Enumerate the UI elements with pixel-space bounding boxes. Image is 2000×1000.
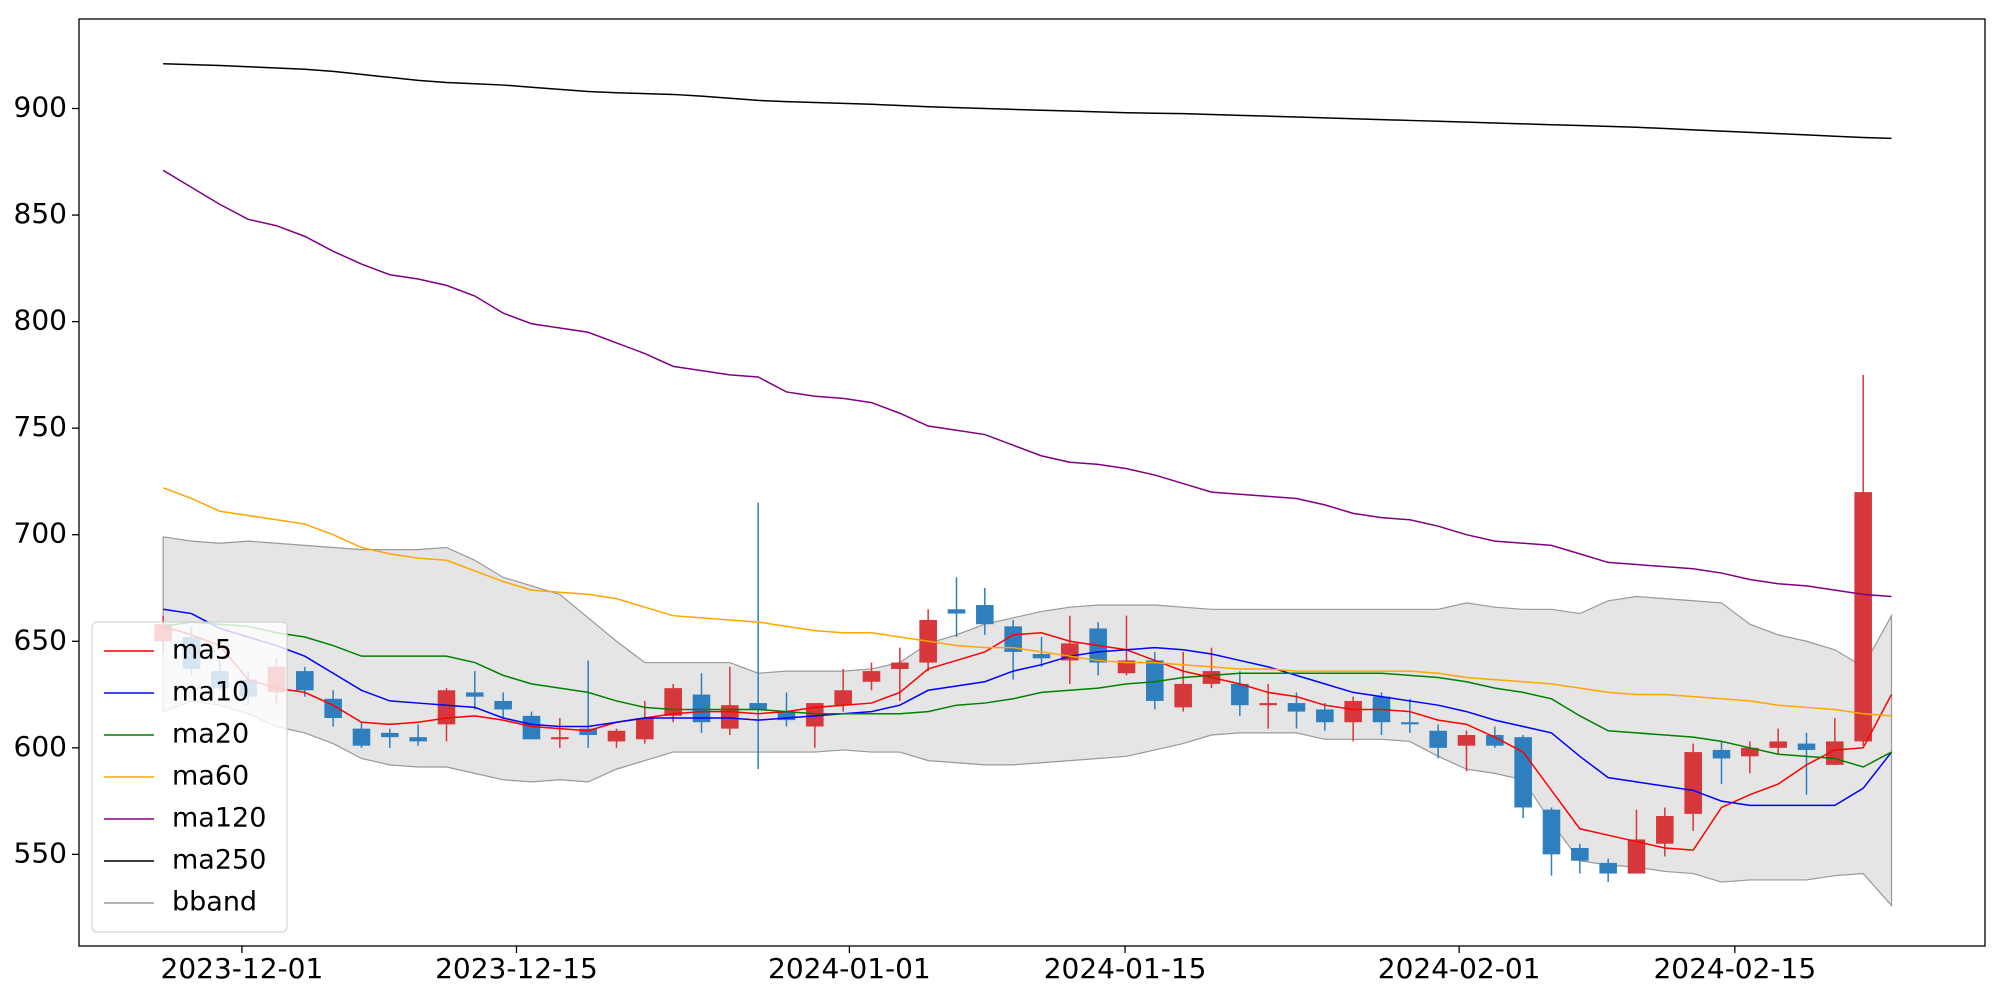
candle-body xyxy=(1259,703,1277,706)
y-tick-label: 700 xyxy=(14,517,67,550)
y-tick-label: 800 xyxy=(14,304,67,337)
y-tick-label: 850 xyxy=(14,197,67,230)
candle-body xyxy=(381,732,399,738)
candle-body xyxy=(1854,492,1872,742)
candle-body xyxy=(1486,735,1504,746)
ma-line xyxy=(162,169,1892,598)
candle-body xyxy=(1174,683,1192,708)
y-tick-label: 650 xyxy=(14,623,67,656)
candle-body xyxy=(1032,654,1051,659)
candle-body xyxy=(777,711,796,721)
candle-body xyxy=(1769,741,1787,748)
legend-label: ma5 xyxy=(172,635,232,666)
candle-body xyxy=(1429,730,1447,748)
candle-body xyxy=(1656,816,1674,844)
ma-line xyxy=(162,487,1892,717)
ma-line xyxy=(163,608,1893,807)
candle-body xyxy=(636,717,654,740)
candle-body xyxy=(1146,660,1164,701)
candle-body xyxy=(1344,700,1362,723)
candle-body xyxy=(579,728,597,736)
x-tick-label: 2024-01-01 xyxy=(768,952,931,985)
x-tick-label: 2023-12-15 xyxy=(435,952,598,985)
candle-body xyxy=(1826,741,1844,765)
candle-body xyxy=(749,703,767,710)
candle-body xyxy=(1514,737,1532,808)
candle-body xyxy=(1117,660,1136,674)
candle-body xyxy=(1457,735,1476,746)
candle-body xyxy=(862,671,881,682)
legend-label: bband xyxy=(172,887,257,918)
legend-label: ma10 xyxy=(172,677,249,708)
candle-body xyxy=(1316,709,1334,723)
candle-body xyxy=(1599,862,1617,874)
legend-label: ma120 xyxy=(172,803,266,834)
candle-body xyxy=(976,605,994,625)
x-tick-label: 2024-01-15 xyxy=(1044,952,1207,985)
candle-body xyxy=(1401,722,1419,725)
candle-body xyxy=(1741,747,1759,757)
y-tick-label: 600 xyxy=(14,730,67,763)
legend: ma5 ma10 ma20 ma60 ma120 ma250 bband xyxy=(91,621,288,933)
candle-body xyxy=(1231,683,1249,706)
candle-body xyxy=(1712,749,1731,759)
candle-body xyxy=(352,728,371,746)
candle-body xyxy=(522,715,541,740)
candle-body xyxy=(409,737,427,742)
bband-area xyxy=(162,536,1893,908)
candle-body xyxy=(466,692,484,697)
candle-body xyxy=(437,690,456,725)
candle-body xyxy=(296,671,314,691)
candle-body xyxy=(692,694,711,723)
y-tick-label: 550 xyxy=(14,836,67,869)
x-tick-label: 2024-02-01 xyxy=(1378,952,1541,985)
legend-label: ma20 xyxy=(172,719,249,750)
candle-body xyxy=(1627,839,1646,874)
candle-body xyxy=(947,609,966,614)
x-tick-label: 2024-02-15 xyxy=(1653,952,1816,985)
ma-line xyxy=(162,625,1893,851)
candle-body xyxy=(494,700,512,710)
y-tick-label: 750 xyxy=(14,410,67,443)
candle-body xyxy=(891,662,909,669)
ma-line xyxy=(163,621,1892,768)
legend-label: ma60 xyxy=(172,761,249,792)
candle-body xyxy=(1797,743,1816,750)
candle-body xyxy=(551,737,569,740)
x-tick-label: 2023-12-01 xyxy=(161,952,324,985)
candle-body xyxy=(664,688,682,716)
ma-line xyxy=(163,63,1892,140)
candle-body xyxy=(607,730,626,742)
legend-box xyxy=(91,621,288,933)
y-tick-label: 900 xyxy=(14,91,67,124)
legend-label: ma250 xyxy=(172,845,266,876)
plot-frame xyxy=(78,18,1986,947)
candle-body xyxy=(1542,809,1561,855)
candle-body xyxy=(1571,847,1589,861)
candle-body xyxy=(1287,703,1306,712)
candle-body xyxy=(1004,626,1022,652)
candle-body xyxy=(1684,752,1702,814)
candle-body xyxy=(834,690,852,706)
candle-body xyxy=(806,703,824,727)
